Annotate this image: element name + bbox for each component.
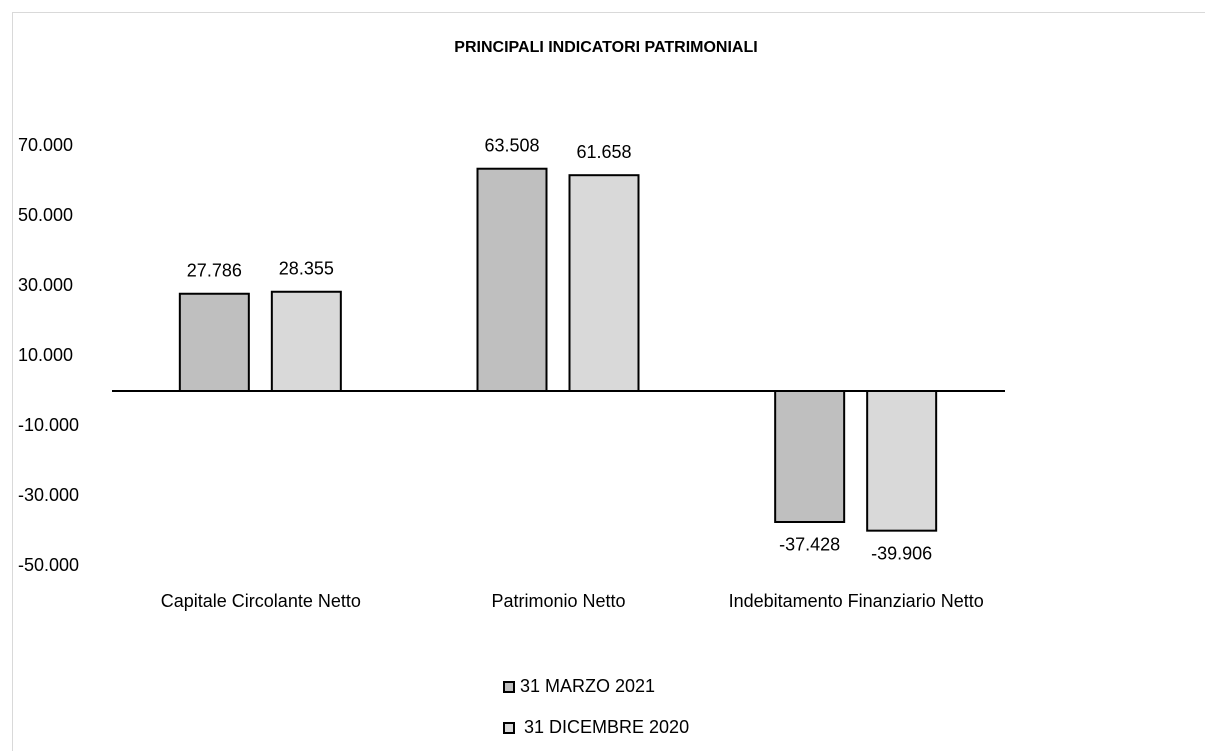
bar [866, 390, 938, 532]
y-tick-label: 30.000 [18, 275, 73, 295]
y-tick-label: -30.000 [18, 485, 79, 505]
data-label: 61.658 [576, 142, 631, 162]
bar [476, 167, 548, 392]
data-label: 27.786 [187, 260, 242, 280]
y-tick-label: 10.000 [18, 345, 73, 365]
y-tick-label: -50.000 [18, 555, 79, 575]
bar [774, 390, 846, 523]
chart-frame [12, 12, 1205, 751]
bar [568, 174, 640, 392]
legend-swatch [503, 681, 515, 693]
data-label: 63.508 [484, 135, 539, 155]
legend-swatch [503, 722, 515, 734]
bar [178, 292, 250, 392]
chart-title: PRINCIPALI INDICATORI PATRIMONIALI [454, 39, 757, 56]
bar [270, 290, 342, 393]
x-tick-label: Indebitamento Finanziario Netto [728, 591, 984, 611]
data-label: 28.355 [279, 259, 334, 279]
legend-label: 31 MARZO 2021 [520, 676, 655, 696]
y-tick-label: 50.000 [18, 205, 73, 225]
x-tick-label: Patrimonio Netto [491, 591, 626, 611]
data-label: -37.428 [779, 535, 840, 555]
x-tick-label: Capitale Circolante Netto [160, 591, 361, 611]
y-tick-label: -10.000 [18, 415, 79, 435]
legend-label: 31 DICEMBRE 2020 [524, 717, 689, 737]
y-tick-label: 70.000 [18, 135, 73, 155]
data-label: -39.906 [871, 543, 932, 563]
